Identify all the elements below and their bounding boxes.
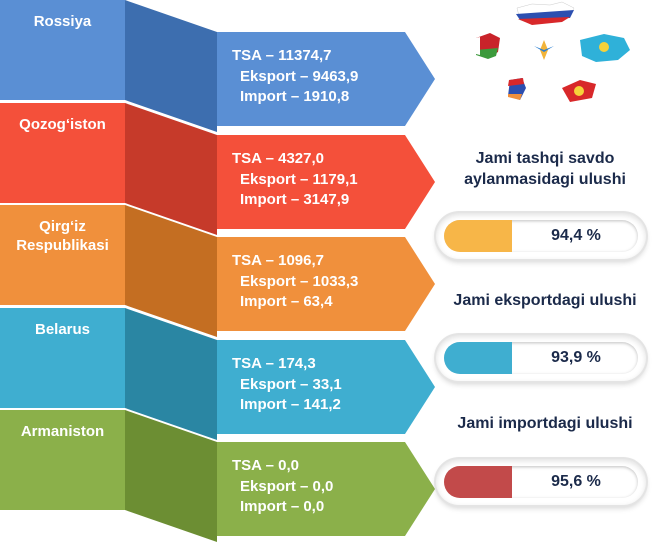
country-label-qirgiz: Qirg‘iz Respublikasi xyxy=(0,205,125,305)
share-value: 94,4 % xyxy=(551,227,601,244)
country-stats-belarus: TSA – 174,3 Eksport – 33,1 Import – 141,2 xyxy=(232,354,342,416)
country-label-rossiya: Rossiya xyxy=(0,0,125,100)
eksport-value: Eksport – 9463,9 xyxy=(240,67,359,85)
row-fold-qozogiston xyxy=(125,103,217,235)
tsa-value: TSA – 1096,7 xyxy=(232,252,324,269)
row-fold-belarus xyxy=(125,308,217,440)
tsa-value: TSA – 4327,0 xyxy=(232,150,324,167)
country-stats-rossiya: TSA – 11374,7 Eksport – 9463,9 Import – 19… xyxy=(232,46,358,108)
row-arrow-qirgiz xyxy=(217,237,435,331)
share-fill-bar xyxy=(444,466,512,498)
country-stats-qirgiz: TSA – 1096,7 Eksport – 1033,3 Import – 63,… xyxy=(232,251,358,313)
share-pill-1: 93,9 % xyxy=(436,335,646,381)
country-stats-qozogiston: TSA – 4327,0 Eksport – 1179,1 Import – 314… xyxy=(232,149,358,211)
country-label-armaniston: Armaniston xyxy=(0,410,125,510)
belarus-map-icon xyxy=(476,33,500,59)
share-fill-bar xyxy=(444,220,512,252)
share-value: 95,6 % xyxy=(551,473,601,490)
country-label-belarus: Belarus xyxy=(0,308,125,408)
row-fold-armaniston xyxy=(125,410,217,542)
eksport-value: Eksport – 33,1 xyxy=(240,375,342,393)
row-arrow-belarus xyxy=(217,340,435,434)
import-value: Import – 63,4 xyxy=(240,293,333,310)
row-fold-rossiya xyxy=(125,0,217,132)
country-label-qozogiston: Qozog‘iston xyxy=(0,103,125,203)
country-rows: Rossiya TSA – 11374,7 Eksport – 9463,9 Impo… xyxy=(0,0,435,542)
armenia-map-icon xyxy=(508,78,526,100)
eksport-value: Eksport – 0,0 xyxy=(240,477,334,495)
import-value: Import – 1910,8 xyxy=(240,88,350,105)
share-pill-0: 94,4 % xyxy=(436,213,646,259)
import-value: Import – 3147,9 xyxy=(240,191,350,208)
share-value: 93,9 % xyxy=(551,349,601,366)
share-pill-2: 95,6 % xyxy=(436,459,646,505)
share-title-0: Jami tashqi savdo aylanmasidagi ulushi xyxy=(464,150,626,188)
country-maps-illustration xyxy=(476,1,630,102)
row-arrow-qozogiston xyxy=(217,135,435,229)
russia-map-icon xyxy=(516,1,575,25)
tsa-value: TSA – 0,0 xyxy=(232,457,299,474)
eaeu-emblem-icon xyxy=(533,39,555,61)
country-stats-armaniston: TSA – 0,0 Eksport – 0,0 Import – 0,0 xyxy=(232,456,333,518)
tsa-value: TSA – 11374,7 xyxy=(232,47,332,64)
share-title-2: Jami importdagi ulushi xyxy=(457,415,633,432)
eksport-value: Eksport – 1033,3 xyxy=(240,272,359,290)
kyrgyzstan-map-icon xyxy=(562,80,596,102)
eksport-value: Eksport – 1179,1 xyxy=(240,170,358,188)
import-value: Import – 0,0 xyxy=(240,498,325,515)
tsa-value: TSA – 174,3 xyxy=(232,355,316,372)
row-arrow-rossiya xyxy=(217,32,435,126)
share-title-1: Jami eksportdagi ulushi xyxy=(453,292,637,309)
kazakhstan-map-icon xyxy=(580,34,630,62)
import-value: Import – 141,2 xyxy=(240,396,341,413)
share-fill-bar xyxy=(444,342,512,374)
row-fold-qirgiz xyxy=(125,205,217,337)
row-arrow-armaniston xyxy=(217,442,435,536)
